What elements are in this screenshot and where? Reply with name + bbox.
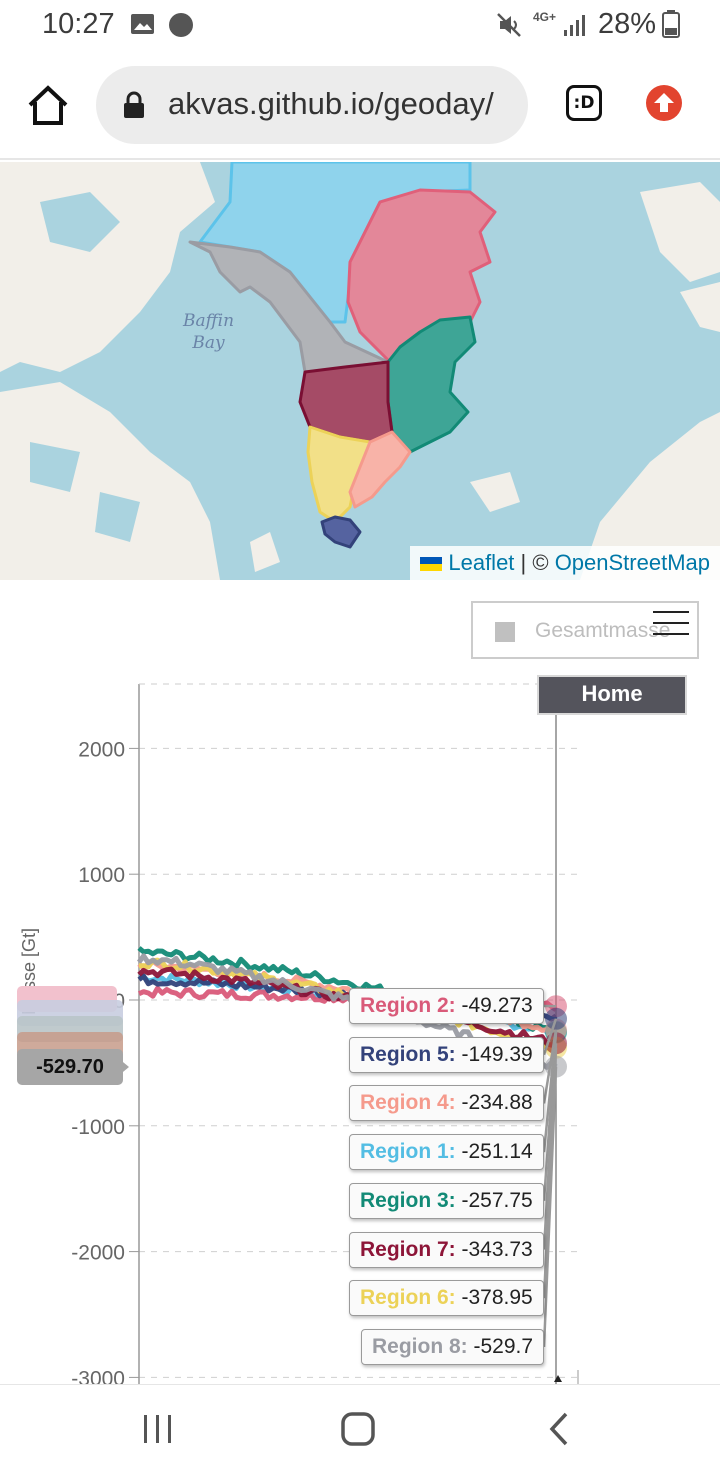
tooltip-value: -149.39 (455, 1042, 533, 1066)
network-type-label: 4G+ (533, 10, 557, 24)
tooltip-value: -234.88 (455, 1091, 533, 1115)
lock-icon (124, 91, 144, 118)
tooltip-series-name: Region 7: (360, 1237, 456, 1261)
region-5-area (320, 515, 362, 549)
tooltip-region-4: Region 4: -234.88 (349, 1085, 544, 1122)
tooltip-series-name: Region 5: (360, 1042, 456, 1066)
tooltip-value: -378.95 (455, 1286, 533, 1310)
tooltip-connectors (542, 1004, 558, 1347)
tooltip-value: -529.7 (467, 1334, 534, 1358)
mute-icon (497, 13, 521, 37)
arrow-up-icon (654, 93, 674, 112)
tooltip-series-name: Region 8: (372, 1334, 468, 1358)
legend-item-gesamtmasse[interactable]: Gesamtmasse (535, 619, 671, 642)
tooltip-series-name: Region 6: (360, 1286, 456, 1310)
navigation-bar (0, 1384, 720, 1480)
land-masses (0, 162, 720, 580)
battery-icon (662, 10, 680, 38)
notification-dot-icon (169, 13, 193, 37)
openstreetmap-link[interactable]: OpenStreetMap (554, 550, 710, 575)
chart-container[interactable]: 200010000-1000-2000-3000 Masse [Gt] Gesa… (0, 580, 720, 1384)
y-crosshair-pointer (118, 1058, 129, 1076)
tooltip-region-7: Region 7: -343.73 (349, 1231, 544, 1268)
y-tick-label: -3000 (71, 1367, 125, 1384)
recents-icon[interactable] (142, 1411, 174, 1447)
url-text: akvas.github.io/geoday/ (168, 86, 494, 121)
greenland-regions (188, 162, 497, 549)
tooltip-series-name: Region 3: (360, 1188, 456, 1212)
y-tick-label: -2000 (71, 1242, 125, 1265)
address-bar[interactable]: akvas.github.io/geoday/ (96, 66, 528, 144)
tooltip-connector (542, 1066, 558, 1347)
tooltip-region-8: Region 8: -529.7 (361, 1328, 545, 1365)
leaflet-link[interactable]: Leaflet (448, 550, 515, 575)
tooltip-value: -49.273 (455, 994, 533, 1017)
tooltip-region-1: Region 1: -251.14 (349, 1134, 544, 1171)
tooltip-region-2: Region 2: -49.273 (349, 988, 544, 1024)
tooltip-region-5: Region 5: -149.39 (349, 1036, 544, 1073)
tooltip-region-3: Region 3: -257.75 (349, 1182, 544, 1219)
y-axis-ticks: 200010000-1000-2000-3000 (71, 738, 139, 1384)
y-tick-label: 2000 (78, 738, 125, 761)
series-end-marker-region-5 (545, 1007, 567, 1030)
tabs-button[interactable]: :D (566, 85, 602, 121)
battery-percent: 28% (598, 8, 657, 40)
tooltip-series-name: Region 1: (360, 1140, 456, 1164)
map[interactable]: Baffin Bay Leaflet | © OpenStreetMap (0, 162, 720, 580)
y-tick-label: -1000 (71, 1116, 125, 1139)
ukraine-flag-icon (420, 557, 443, 572)
legend-swatch (495, 622, 515, 642)
upload-button[interactable] (646, 85, 682, 121)
tooltip-value: -257.75 (455, 1188, 533, 1212)
back-icon[interactable] (546, 1411, 574, 1447)
signal-icon (564, 15, 585, 36)
tooltip-series-name: Region 2: (360, 994, 456, 1017)
y-label-stack (17, 986, 123, 1058)
region-4-area (348, 430, 412, 509)
region-6-area (306, 425, 372, 524)
y-tick-label: 1000 (78, 864, 125, 887)
tooltip-region-6: Region 6: -378.95 (349, 1280, 544, 1317)
map-attribution: Leaflet | © OpenStreetMap (410, 546, 720, 580)
map-canvas[interactable] (0, 162, 720, 580)
tooltip-value: -343.73 (455, 1237, 533, 1261)
legend[interactable]: Gesamtmasse (471, 601, 699, 659)
attribution-separator: | © (514, 550, 555, 575)
status-time: 10:27 (42, 8, 115, 40)
browser-toolbar: akvas.github.io/geoday/ :D (0, 50, 720, 160)
tooltip-value: -251.14 (455, 1140, 533, 1164)
map-place-label: Baffin Bay (183, 311, 235, 353)
reset-zoom-button[interactable]: Home (537, 675, 687, 715)
tooltip-connector (542, 1018, 558, 1056)
menu-icon[interactable] (653, 611, 689, 637)
y-crosshair-label: -529.70 (17, 1049, 123, 1085)
status-bar: 10:27 4G+ 28% (0, 0, 720, 50)
home-nav-icon[interactable] (340, 1411, 376, 1447)
tooltip-series-name: Region 4: (360, 1091, 456, 1115)
home-icon[interactable] (26, 83, 70, 127)
x-crosshair-marker (554, 1375, 562, 1382)
gallery-icon (131, 14, 154, 34)
